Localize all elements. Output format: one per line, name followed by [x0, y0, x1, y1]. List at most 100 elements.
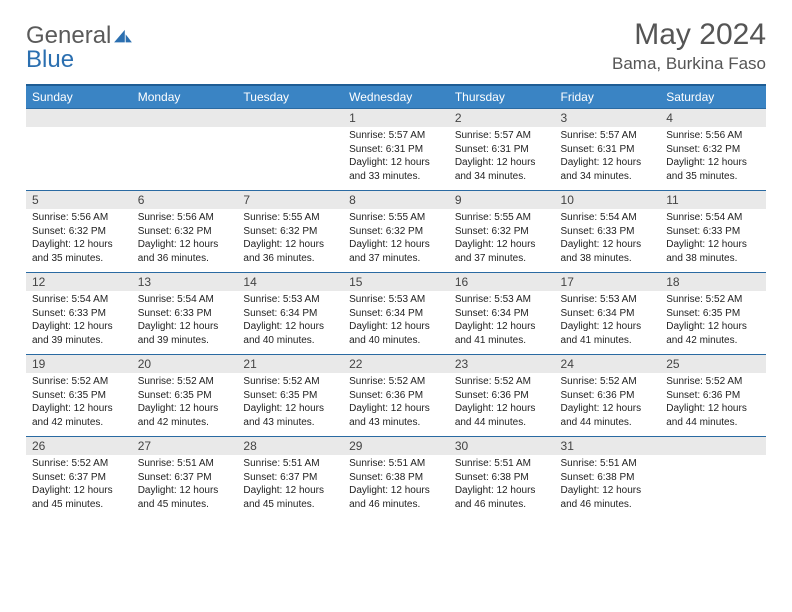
calendar-day-cell: 6Sunrise: 5:56 AMSunset: 6:32 PMDaylight… [132, 191, 238, 273]
day-details: Sunrise: 5:55 AMSunset: 6:32 PMDaylight:… [343, 209, 449, 269]
day-number: 13 [132, 273, 238, 291]
calendar-day-cell: 24Sunrise: 5:52 AMSunset: 6:36 PMDayligh… [555, 355, 661, 437]
calendar-day-cell: 23Sunrise: 5:52 AMSunset: 6:36 PMDayligh… [449, 355, 555, 437]
day-details: Sunrise: 5:53 AMSunset: 6:34 PMDaylight:… [343, 291, 449, 351]
calendar-day-cell: 18Sunrise: 5:52 AMSunset: 6:35 PMDayligh… [660, 273, 766, 355]
day-details: Sunrise: 5:51 AMSunset: 6:37 PMDaylight:… [237, 455, 343, 515]
day-header: Friday [555, 85, 661, 109]
day-number: 22 [343, 355, 449, 373]
calendar-day-cell [660, 437, 766, 519]
day-number: 8 [343, 191, 449, 209]
calendar-day-cell: 2Sunrise: 5:57 AMSunset: 6:31 PMDaylight… [449, 109, 555, 191]
calendar-day-cell: 26Sunrise: 5:52 AMSunset: 6:37 PMDayligh… [26, 437, 132, 519]
day-details: Sunrise: 5:55 AMSunset: 6:32 PMDaylight:… [449, 209, 555, 269]
month-title: May 2024 [612, 18, 766, 52]
day-header: Saturday [660, 85, 766, 109]
day-number: 14 [237, 273, 343, 291]
day-number-empty [26, 109, 132, 127]
calendar-day-cell: 13Sunrise: 5:54 AMSunset: 6:33 PMDayligh… [132, 273, 238, 355]
day-details: Sunrise: 5:52 AMSunset: 6:35 PMDaylight:… [237, 373, 343, 433]
calendar-day-cell: 29Sunrise: 5:51 AMSunset: 6:38 PMDayligh… [343, 437, 449, 519]
calendar-day-cell: 14Sunrise: 5:53 AMSunset: 6:34 PMDayligh… [237, 273, 343, 355]
day-number: 7 [237, 191, 343, 209]
day-number: 1 [343, 109, 449, 127]
calendar-day-cell: 10Sunrise: 5:54 AMSunset: 6:33 PMDayligh… [555, 191, 661, 273]
day-number: 15 [343, 273, 449, 291]
calendar-day-cell: 20Sunrise: 5:52 AMSunset: 6:35 PMDayligh… [132, 355, 238, 437]
day-details: Sunrise: 5:51 AMSunset: 6:38 PMDaylight:… [555, 455, 661, 515]
calendar-day-cell: 8Sunrise: 5:55 AMSunset: 6:32 PMDaylight… [343, 191, 449, 273]
day-details: Sunrise: 5:52 AMSunset: 6:35 PMDaylight:… [26, 373, 132, 433]
calendar-day-cell [26, 109, 132, 191]
day-number: 31 [555, 437, 661, 455]
day-details: Sunrise: 5:55 AMSunset: 6:32 PMDaylight:… [237, 209, 343, 269]
day-number: 25 [660, 355, 766, 373]
calendar-day-cell: 3Sunrise: 5:57 AMSunset: 6:31 PMDaylight… [555, 109, 661, 191]
day-details: Sunrise: 5:56 AMSunset: 6:32 PMDaylight:… [132, 209, 238, 269]
day-details: Sunrise: 5:56 AMSunset: 6:32 PMDaylight:… [26, 209, 132, 269]
day-details: Sunrise: 5:51 AMSunset: 6:38 PMDaylight:… [343, 455, 449, 515]
day-details: Sunrise: 5:52 AMSunset: 6:36 PMDaylight:… [660, 373, 766, 433]
calendar-day-cell: 15Sunrise: 5:53 AMSunset: 6:34 PMDayligh… [343, 273, 449, 355]
day-number: 30 [449, 437, 555, 455]
day-header: Thursday [449, 85, 555, 109]
day-number: 12 [26, 273, 132, 291]
day-details: Sunrise: 5:53 AMSunset: 6:34 PMDaylight:… [555, 291, 661, 351]
title-block: May 2024 Bama, Burkina Faso [612, 18, 766, 74]
day-number: 2 [449, 109, 555, 127]
day-number: 27 [132, 437, 238, 455]
day-details: Sunrise: 5:52 AMSunset: 6:35 PMDaylight:… [660, 291, 766, 351]
day-number: 17 [555, 273, 661, 291]
logo-text-blue: Blue [26, 46, 74, 73]
calendar-day-cell: 4Sunrise: 5:56 AMSunset: 6:32 PMDaylight… [660, 109, 766, 191]
day-number-empty [660, 437, 766, 455]
day-details: Sunrise: 5:51 AMSunset: 6:38 PMDaylight:… [449, 455, 555, 515]
calendar-day-cell: 9Sunrise: 5:55 AMSunset: 6:32 PMDaylight… [449, 191, 555, 273]
day-header: Sunday [26, 85, 132, 109]
day-details: Sunrise: 5:54 AMSunset: 6:33 PMDaylight:… [660, 209, 766, 269]
day-number: 18 [660, 273, 766, 291]
day-number-empty [237, 109, 343, 127]
location: Bama, Burkina Faso [612, 54, 766, 74]
calendar-day-cell: 1Sunrise: 5:57 AMSunset: 6:31 PMDaylight… [343, 109, 449, 191]
day-number: 28 [237, 437, 343, 455]
day-header: Tuesday [237, 85, 343, 109]
calendar-day-cell: 21Sunrise: 5:52 AMSunset: 6:35 PMDayligh… [237, 355, 343, 437]
logo: GeneralBlue [26, 18, 133, 72]
calendar-day-cell: 7Sunrise: 5:55 AMSunset: 6:32 PMDaylight… [237, 191, 343, 273]
day-details: Sunrise: 5:53 AMSunset: 6:34 PMDaylight:… [237, 291, 343, 351]
calendar-day-cell [132, 109, 238, 191]
day-details: Sunrise: 5:57 AMSunset: 6:31 PMDaylight:… [555, 127, 661, 187]
day-number: 29 [343, 437, 449, 455]
day-number: 21 [237, 355, 343, 373]
day-header: Wednesday [343, 85, 449, 109]
day-number: 19 [26, 355, 132, 373]
day-details: Sunrise: 5:53 AMSunset: 6:34 PMDaylight:… [449, 291, 555, 351]
calendar-week-row: 26Sunrise: 5:52 AMSunset: 6:37 PMDayligh… [26, 437, 766, 519]
day-details: Sunrise: 5:52 AMSunset: 6:37 PMDaylight:… [26, 455, 132, 515]
calendar-week-row: 12Sunrise: 5:54 AMSunset: 6:33 PMDayligh… [26, 273, 766, 355]
calendar-day-cell: 17Sunrise: 5:53 AMSunset: 6:34 PMDayligh… [555, 273, 661, 355]
calendar-week-row: 5Sunrise: 5:56 AMSunset: 6:32 PMDaylight… [26, 191, 766, 273]
calendar-day-cell: 27Sunrise: 5:51 AMSunset: 6:37 PMDayligh… [132, 437, 238, 519]
day-details: Sunrise: 5:54 AMSunset: 6:33 PMDaylight:… [132, 291, 238, 351]
day-number: 20 [132, 355, 238, 373]
calendar-day-cell: 25Sunrise: 5:52 AMSunset: 6:36 PMDayligh… [660, 355, 766, 437]
day-number: 23 [449, 355, 555, 373]
calendar-body: 1Sunrise: 5:57 AMSunset: 6:31 PMDaylight… [26, 109, 766, 519]
day-number: 16 [449, 273, 555, 291]
day-details: Sunrise: 5:52 AMSunset: 6:36 PMDaylight:… [555, 373, 661, 433]
logo-text-general: General [26, 22, 111, 49]
calendar-week-row: 1Sunrise: 5:57 AMSunset: 6:31 PMDaylight… [26, 109, 766, 191]
calendar-day-cell [237, 109, 343, 191]
day-details: Sunrise: 5:52 AMSunset: 6:35 PMDaylight:… [132, 373, 238, 433]
calendar-table: SundayMondayTuesdayWednesdayThursdayFrid… [26, 84, 766, 519]
day-details: Sunrise: 5:56 AMSunset: 6:32 PMDaylight:… [660, 127, 766, 187]
calendar-day-cell: 16Sunrise: 5:53 AMSunset: 6:34 PMDayligh… [449, 273, 555, 355]
day-number: 6 [132, 191, 238, 209]
day-header: Monday [132, 85, 238, 109]
calendar-day-cell: 5Sunrise: 5:56 AMSunset: 6:32 PMDaylight… [26, 191, 132, 273]
day-details: Sunrise: 5:54 AMSunset: 6:33 PMDaylight:… [555, 209, 661, 269]
day-details: Sunrise: 5:57 AMSunset: 6:31 PMDaylight:… [343, 127, 449, 187]
calendar-week-row: 19Sunrise: 5:52 AMSunset: 6:35 PMDayligh… [26, 355, 766, 437]
